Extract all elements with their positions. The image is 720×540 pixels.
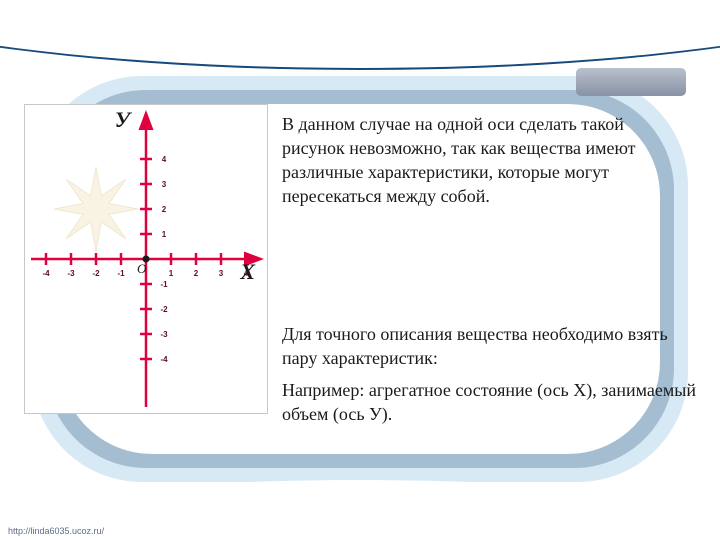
svg-text:-1: -1 [160,280,168,289]
coordinate-plane-svg: -4-3-2-11234-4-3-2-11234OXУ [25,105,267,413]
svg-text:O: O [137,261,147,276]
svg-text:-3: -3 [160,330,168,339]
svg-text:У: У [115,107,133,132]
svg-text:2: 2 [194,269,199,278]
svg-text:-2: -2 [160,305,168,314]
watermark-url: http://linda6035.ucoz.ru/ [8,526,104,536]
slide-content: -4-3-2-11234-4-3-2-11234OXУ В данном слу… [0,0,720,540]
svg-text:-4: -4 [42,269,50,278]
paragraph-3: Например: агрегатное состояние (ось Х), … [282,378,702,426]
svg-text:3: 3 [219,269,224,278]
coordinate-plane-chart: -4-3-2-11234-4-3-2-11234OXУ [24,104,268,414]
svg-text:3: 3 [162,180,167,189]
svg-text:4: 4 [162,155,167,164]
svg-text:-1: -1 [117,269,125,278]
svg-text:1: 1 [162,230,167,239]
svg-text:X: X [239,259,256,284]
svg-text:-3: -3 [67,269,75,278]
svg-text:2: 2 [162,205,167,214]
svg-text:1: 1 [169,269,174,278]
svg-text:-2: -2 [92,269,100,278]
paragraph-1: В данном случае на одной оси сделать так… [282,112,682,208]
svg-text:-4: -4 [160,355,168,364]
header-pill [576,68,686,96]
paragraph-2: Для точного описания вещества необходимо… [282,322,702,370]
